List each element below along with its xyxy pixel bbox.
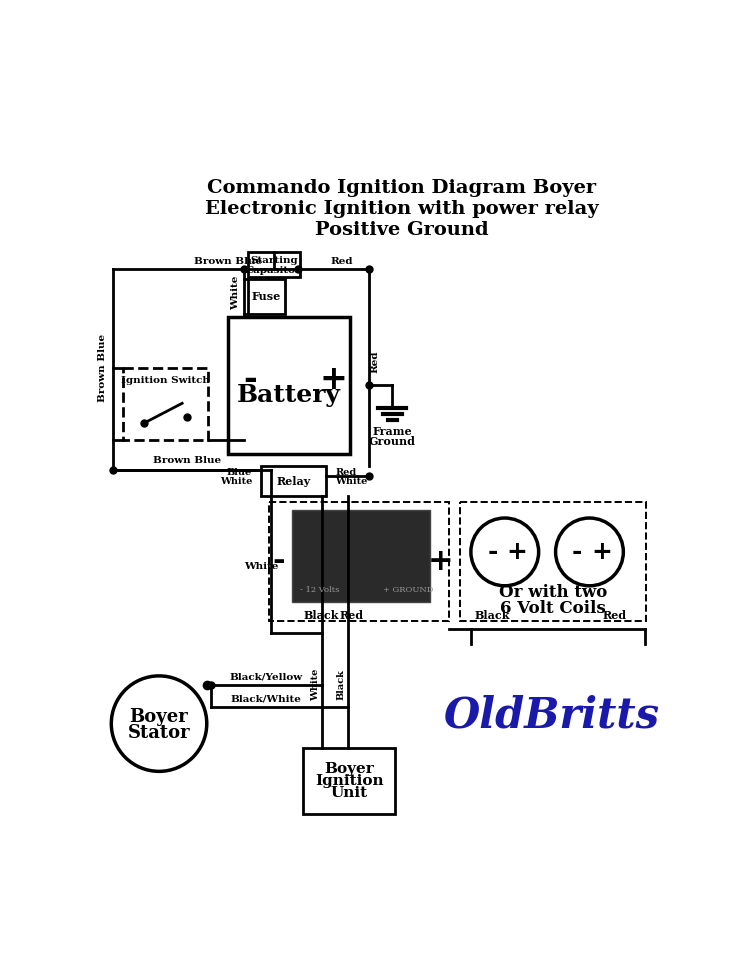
Text: Stator: Stator <box>128 724 190 742</box>
Bar <box>247 280 285 314</box>
Text: White: White <box>244 562 279 571</box>
Bar <box>228 317 350 455</box>
Text: - 12 Volts: - 12 Volts <box>299 586 339 595</box>
Bar <box>123 368 208 440</box>
Text: Black/Yellow: Black/Yellow <box>230 673 302 682</box>
Text: Brown Blue: Brown Blue <box>153 456 221 465</box>
Text: Red: Red <box>339 609 363 621</box>
Text: OldBritts: OldBritts <box>444 695 660 737</box>
Bar <box>261 466 326 496</box>
Text: Unit: Unit <box>330 786 368 801</box>
Text: Boyer: Boyer <box>130 708 189 727</box>
Text: Electronic Ignition with power relay: Electronic Ignition with power relay <box>205 200 598 218</box>
Text: White: White <box>219 478 252 486</box>
Bar <box>460 502 647 621</box>
Text: Black: Black <box>304 609 339 621</box>
Text: Brown Blue: Brown Blue <box>98 333 106 402</box>
Bar <box>292 509 430 602</box>
Text: Red: Red <box>330 258 353 266</box>
Text: White: White <box>310 669 320 701</box>
Text: Brown Blue: Brown Blue <box>195 258 262 266</box>
Text: +: + <box>319 363 347 396</box>
Text: Commando Ignition Diagram Boyer: Commando Ignition Diagram Boyer <box>207 180 596 197</box>
Bar <box>247 253 300 277</box>
Text: White: White <box>231 276 241 310</box>
Text: Black/White: Black/White <box>230 695 302 703</box>
Text: Red: Red <box>335 468 357 477</box>
Text: +: + <box>506 540 528 564</box>
Bar <box>303 749 396 814</box>
Text: -: - <box>572 540 582 564</box>
Text: Red: Red <box>371 351 380 373</box>
Text: Or with two: Or with two <box>499 584 608 602</box>
Bar <box>269 502 449 621</box>
Text: Boyer: Boyer <box>324 762 374 776</box>
Text: +: + <box>427 547 453 576</box>
Text: +: + <box>592 540 612 564</box>
Text: Frame: Frame <box>373 426 413 436</box>
Text: Ground: Ground <box>369 436 416 447</box>
Text: 6 Volt Coils: 6 Volt Coils <box>501 600 606 617</box>
Text: Red: Red <box>602 609 626 621</box>
Text: White: White <box>335 478 368 486</box>
Text: Black: Black <box>337 670 346 701</box>
Text: Ignition Switch: Ignition Switch <box>121 376 210 384</box>
Text: Ignition: Ignition <box>315 774 384 788</box>
Text: Battery: Battery <box>237 382 341 407</box>
Text: Relay: Relay <box>277 476 311 486</box>
Text: + GROUND: + GROUND <box>383 586 434 595</box>
Text: Blue: Blue <box>227 468 252 477</box>
Text: Black: Black <box>475 609 510 621</box>
Text: -: - <box>243 363 257 396</box>
Text: Starting: Starting <box>250 256 297 264</box>
Text: Positive Ground: Positive Ground <box>315 221 488 239</box>
Text: Fuse: Fuse <box>252 291 280 302</box>
Text: -: - <box>487 540 498 564</box>
Text: Capasitor: Capasitor <box>246 266 302 276</box>
Text: -: - <box>272 547 285 576</box>
